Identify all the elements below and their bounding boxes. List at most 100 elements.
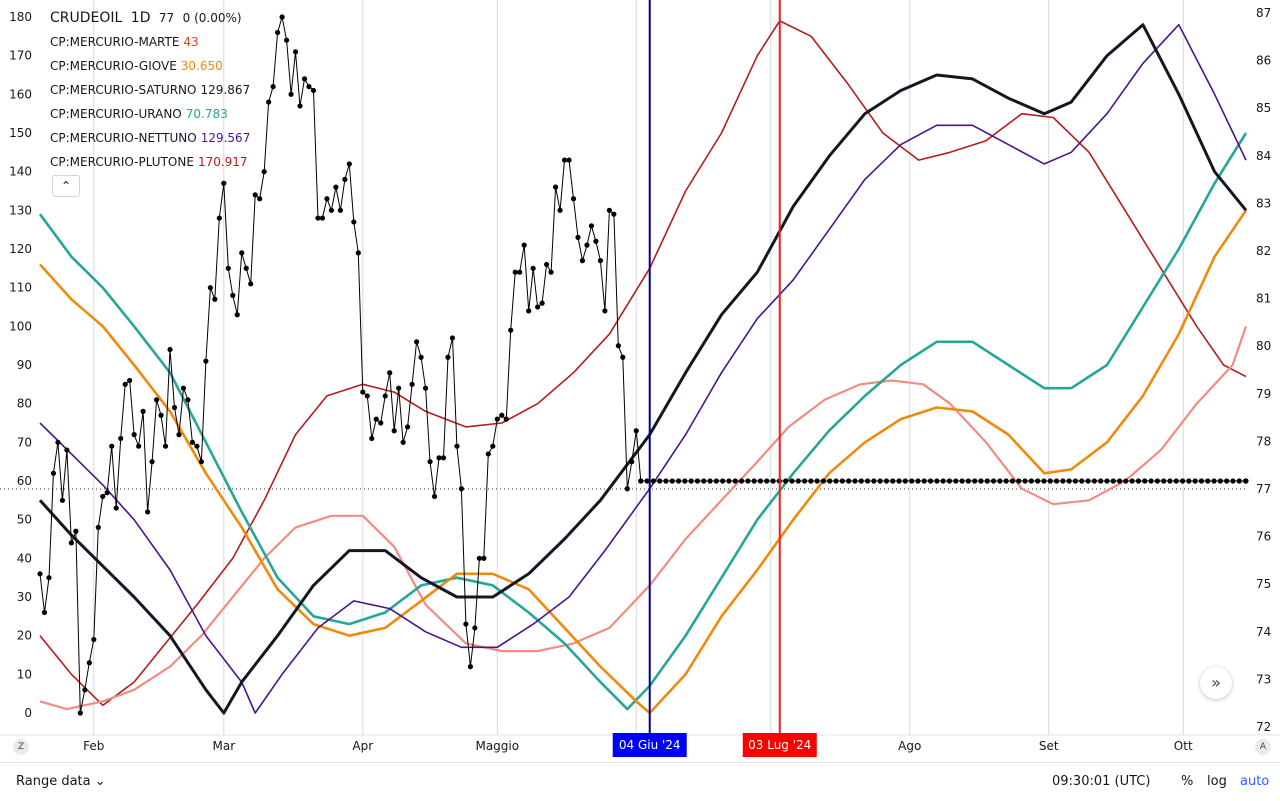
x-axis-label: Feb [83, 739, 104, 753]
data-point [1060, 478, 1066, 484]
indicator-row[interactable]: CP:MERCURIO-URANO 70.783 [50, 102, 250, 126]
data-point [248, 281, 254, 287]
data-point [584, 242, 590, 248]
data-point [364, 393, 370, 399]
timezone-button[interactable]: Z [13, 739, 29, 755]
right-axis-tick: 85 [1256, 101, 1271, 115]
data-point [266, 99, 272, 105]
data-point [1161, 478, 1167, 484]
indicator-row[interactable]: CP:MERCURIO-NETTUNO 129.567 [50, 126, 250, 150]
data-point [694, 478, 701, 484]
series-line [39, 16, 1246, 714]
data-point [405, 424, 411, 430]
log-scale-toggle[interactable]: log [1207, 774, 1227, 789]
auto-scale-toggle[interactable]: auto [1240, 774, 1270, 789]
indicator-row[interactable]: CP:MERCURIO-PLUTONE 170.917 [50, 150, 250, 174]
left-axis-tick: 70 [17, 435, 32, 449]
data-point [512, 269, 518, 275]
data-point [663, 478, 669, 484]
data-point [1142, 478, 1148, 484]
data-point [37, 571, 43, 577]
indicator-row[interactable]: CP:MERCURIO-GIOVE 30.650 [50, 54, 250, 78]
data-point [795, 478, 801, 484]
data-point [858, 478, 864, 484]
data-point [1217, 478, 1223, 484]
data-point [620, 354, 626, 360]
data-point [1104, 478, 1110, 484]
indicator-label: CP:MERCURIO-URANO [50, 107, 182, 121]
data-point [877, 478, 883, 484]
right-axis-tick: 84 [1256, 149, 1271, 163]
data-point [997, 478, 1003, 484]
data-point [1047, 478, 1053, 484]
indicator-label: CP:MERCURIO-SATURNO [50, 83, 197, 97]
x-axis-label: Maggio [475, 739, 519, 753]
interval-label[interactable]: 1D [130, 10, 151, 26]
data-point [46, 575, 52, 581]
highlighted-date-badge [612, 733, 687, 757]
data-point [158, 412, 164, 418]
symbol-name[interactable]: CRUDEOIL [50, 10, 123, 26]
indicator-label: CP:MERCURIO-MARTE [50, 35, 180, 49]
data-point [328, 207, 335, 213]
data-point [896, 478, 902, 484]
data-point [369, 435, 375, 442]
data-point [801, 478, 808, 484]
data-point [360, 389, 366, 395]
left-axis-tick: 30 [17, 590, 32, 604]
data-point [413, 339, 420, 345]
data-point [109, 443, 115, 449]
data-point [310, 87, 317, 94]
series-line [39, 325, 1248, 711]
data-point [472, 625, 478, 631]
data-point [1072, 478, 1079, 484]
left-axis-tick: 80 [17, 397, 32, 411]
percent-scale-toggle[interactable]: % [1181, 774, 1194, 789]
auto-scale-label: A [1259, 742, 1267, 752]
data-point [561, 157, 568, 163]
data-point [707, 478, 713, 484]
data-point [1186, 478, 1192, 484]
data-point [1091, 478, 1097, 484]
data-point [688, 478, 694, 484]
data-point [602, 308, 608, 314]
left-axis-tick: 0 [24, 706, 32, 720]
data-point [965, 478, 971, 484]
indicator-row[interactable]: CP:MERCURIO-SATURNO 129.867 [50, 78, 250, 102]
indicator-row[interactable]: CP:MERCURIO-MARTE 43 [50, 30, 250, 54]
collapse-legend-button[interactable]: ⌃ [52, 175, 80, 197]
data-point [373, 416, 379, 422]
left-axis-tick: 120 [9, 242, 32, 256]
right-axis-tick: 76 [1256, 530, 1271, 544]
data-point [333, 184, 339, 190]
data-point [1053, 478, 1060, 484]
data-point [990, 478, 997, 484]
data-point [946, 478, 953, 484]
data-point [306, 84, 312, 90]
data-point [458, 486, 465, 492]
chart-canvas[interactable]: 0 10 20 30 40 50 60 70 80 90 100 110 120 130 140 150 160… [0, 0, 1280, 762]
data-point [319, 215, 326, 221]
indicator-value: 170.917 [197, 155, 248, 169]
left-axis-tick: 180 [9, 10, 32, 24]
data-point [234, 312, 240, 318]
data-point [726, 478, 732, 484]
data-point [940, 478, 946, 484]
data-point [530, 265, 536, 271]
data-point [391, 428, 397, 434]
data-point [732, 478, 738, 484]
data-point [95, 524, 101, 531]
scroll-to-realtime-button[interactable]: » [1200, 667, 1232, 699]
left-axis-tick: 170 [9, 49, 32, 63]
data-point [597, 258, 604, 264]
range-data-dropdown[interactable]: Range data ⌄ [16, 774, 106, 789]
data-point [194, 443, 200, 449]
auto-scale-button[interactable]: A [1255, 739, 1271, 755]
data-point [346, 161, 352, 167]
data-point [162, 443, 169, 449]
data-point [50, 470, 57, 476]
data-point [503, 416, 509, 422]
data-point [225, 265, 231, 271]
left-axis-tick: 90 [17, 358, 32, 372]
data-point [984, 478, 990, 484]
